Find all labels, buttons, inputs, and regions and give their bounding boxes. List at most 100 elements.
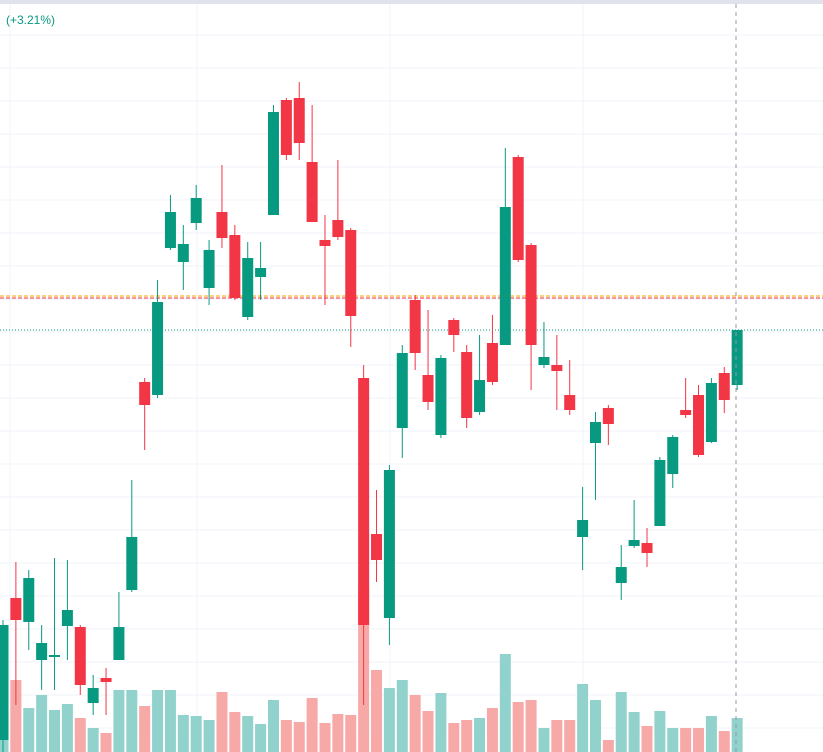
volume-bar [306, 698, 318, 752]
volume-bar [486, 708, 498, 752]
candle-body [693, 395, 705, 455]
volume-bar [538, 728, 550, 752]
volume-bar [74, 718, 86, 752]
candle-body [100, 678, 112, 682]
volume-bar [615, 692, 627, 752]
volume-bar [126, 690, 138, 752]
candle-body [87, 688, 99, 703]
candle-body [602, 408, 614, 424]
candle-body [267, 112, 279, 215]
volume-bar [667, 728, 679, 752]
candle-body [49, 655, 61, 657]
volume-bar [422, 711, 434, 752]
candle-body [499, 207, 511, 345]
candle-body [705, 383, 717, 442]
volume-bar [383, 688, 395, 752]
candle-body [718, 373, 730, 400]
candle-body [36, 643, 48, 660]
candle-body [615, 567, 627, 583]
volume-bar [396, 680, 408, 752]
volume-bar [49, 710, 61, 752]
candle-body [551, 365, 563, 371]
candle-body [396, 353, 408, 428]
volume-bar [203, 720, 215, 752]
volume-bar [474, 718, 486, 752]
candle-body [512, 157, 524, 260]
volume-bar [448, 723, 460, 752]
volume-bar [371, 670, 383, 752]
volume-bar [525, 700, 537, 752]
candle-body [203, 250, 215, 288]
candle-body [190, 198, 202, 223]
candle-body [628, 540, 640, 546]
candle-body [525, 245, 537, 345]
volume-bar [23, 708, 35, 752]
candle-body [332, 220, 344, 237]
candle-body [229, 235, 241, 298]
volume-bar [36, 695, 48, 752]
volume-bar [87, 728, 99, 752]
volume-bar [152, 690, 164, 752]
candle-body [139, 382, 151, 405]
volume-bar [641, 726, 653, 752]
candle-body [358, 378, 370, 625]
volume-bar [280, 720, 292, 752]
volume-bar [190, 716, 202, 752]
candle-body [641, 543, 653, 553]
candle-body [486, 343, 498, 382]
candle-body [216, 212, 228, 238]
change-label: (+3.21%) [6, 13, 55, 27]
volume-bar [332, 714, 344, 752]
volume-bar [512, 702, 524, 752]
candle-body [422, 375, 434, 402]
volume-bar [229, 712, 241, 752]
volume-bar [602, 740, 614, 752]
volume-bar [589, 700, 601, 752]
candle-body [242, 258, 254, 317]
candle-body [23, 578, 35, 622]
candle-body [177, 244, 189, 262]
candle-body [293, 98, 305, 143]
volume-bar [654, 711, 666, 752]
volume-bar [216, 692, 228, 752]
candle-body [280, 100, 292, 155]
volume-bar [705, 716, 717, 752]
volume-bar [628, 712, 640, 752]
volume-bar [100, 733, 112, 752]
volume-bar [577, 684, 589, 752]
candle-body [74, 627, 86, 685]
candle-body [435, 358, 447, 435]
volume-bar [255, 724, 267, 752]
candle-body [0, 625, 9, 740]
candle-body [474, 380, 486, 412]
candle-body [152, 302, 164, 395]
candle-body [319, 240, 331, 246]
volume-bar [164, 690, 176, 752]
candle-body [113, 627, 125, 660]
volume-bar [345, 715, 357, 752]
candle-body [680, 410, 692, 415]
candle-body [306, 162, 318, 222]
volume-bar [113, 690, 125, 752]
volume-bar [293, 722, 305, 752]
volume-bar [319, 723, 331, 752]
volume-bar [139, 706, 151, 752]
volume-bar [499, 654, 511, 752]
volume-bar [731, 718, 743, 752]
candle-body [61, 610, 73, 626]
volume-bar [267, 700, 279, 752]
candle-body [383, 470, 395, 618]
candle-body [589, 422, 601, 443]
candle-body [448, 320, 460, 335]
candle-body [126, 537, 138, 590]
candle-body [10, 598, 22, 620]
candle-body [371, 534, 383, 560]
candle-body [255, 268, 267, 277]
volume-bar [461, 720, 473, 752]
candle-body [577, 520, 589, 537]
candle-body [731, 330, 743, 385]
volume-bar [242, 716, 254, 752]
candle-body [345, 230, 357, 316]
volume-bar [435, 693, 447, 752]
